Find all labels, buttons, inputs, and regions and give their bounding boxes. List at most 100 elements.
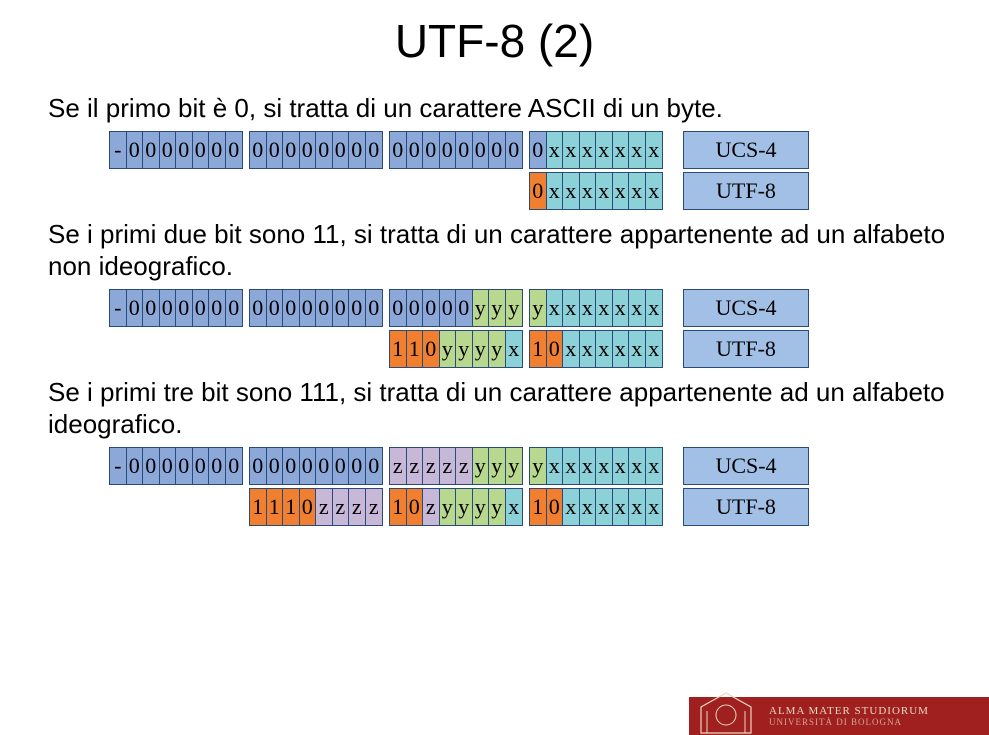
bit-cell: x xyxy=(646,132,663,168)
bit-cell: x xyxy=(613,290,630,326)
byte-row: 0xxxxxxxUTF-8 xyxy=(0,172,989,210)
bit-cell: x xyxy=(596,132,613,168)
byte-group: -0000000 xyxy=(109,289,243,327)
bit-cell: 0 xyxy=(547,331,564,367)
bit-cell: x xyxy=(613,331,630,367)
bit-cell: 0 xyxy=(333,132,350,168)
bit-cell: x xyxy=(563,132,580,168)
bit-cell: x xyxy=(580,290,597,326)
byte-row: -000000000000000zzzzzyyyyxxxxxxxUCS-4 xyxy=(0,447,989,485)
encoding-label: UCS-4 xyxy=(683,289,809,327)
bit-cell: 0 xyxy=(176,132,193,168)
bit-cell: x xyxy=(580,173,597,209)
bit-cell: x xyxy=(596,489,613,525)
bit-cell: x xyxy=(563,331,580,367)
bit-cell: 0 xyxy=(316,132,333,168)
bit-cell: 0 xyxy=(366,132,383,168)
encoding-label: UCS-4 xyxy=(683,447,809,485)
bit-cell: 0 xyxy=(300,489,317,525)
bit-cell: y xyxy=(456,331,473,367)
bit-cell: y xyxy=(489,489,506,525)
section-text: Se il primo bit è 0, si tratta di un car… xyxy=(48,92,989,125)
bit-cell: y xyxy=(473,331,490,367)
bit-cell: x xyxy=(629,132,646,168)
bit-cell: 0 xyxy=(267,448,284,484)
bit-cell: z xyxy=(423,489,440,525)
bit-cell: 0 xyxy=(423,132,440,168)
bit-cell: 0 xyxy=(333,448,350,484)
bit-cell: 0 xyxy=(456,290,473,326)
bit-cell: 0 xyxy=(143,132,160,168)
bit-cell: x xyxy=(506,489,523,525)
bit-cell: y xyxy=(489,331,506,367)
bit-cell: x xyxy=(563,448,580,484)
byte-group: 0xxxxxxx xyxy=(529,172,663,210)
university-seal-icon xyxy=(697,689,755,735)
bit-cell: x xyxy=(646,489,663,525)
bit-cell: 0 xyxy=(143,290,160,326)
bit-cell: 0 xyxy=(160,290,177,326)
bit-cell: x xyxy=(629,448,646,484)
bit-cell: x xyxy=(613,448,630,484)
encoding-label: UTF-8 xyxy=(683,330,809,368)
bit-cell: 0 xyxy=(127,290,144,326)
bit-cell: y xyxy=(473,448,490,484)
bit-cell: 0 xyxy=(283,290,300,326)
bit-cell: 0 xyxy=(250,448,267,484)
bit-cell: 0 xyxy=(473,132,490,168)
bit-cell: y xyxy=(440,331,457,367)
bit-cell: 0 xyxy=(176,290,193,326)
byte-group: -0000000 xyxy=(109,131,243,169)
bit-cell: 1 xyxy=(390,489,407,525)
bit-cell: - xyxy=(110,290,127,326)
bit-cell: 0 xyxy=(209,290,226,326)
bit-cell: 0 xyxy=(209,448,226,484)
bit-cell: x xyxy=(596,448,613,484)
bit-cell: 0 xyxy=(316,290,333,326)
encoding-label: UCS-4 xyxy=(683,131,809,169)
footer-text: ALMA MATER STUDIORUM UNIVERSITÀ DI BOLOG… xyxy=(769,705,929,727)
byte-row: 110yyyyx10xxxxxxUTF-8 xyxy=(0,330,989,368)
bit-cell: x xyxy=(596,331,613,367)
bit-cell: 0 xyxy=(300,132,317,168)
byte-group: 00000000 xyxy=(249,447,383,485)
bit-cell: 0 xyxy=(390,290,407,326)
bit-cell: z xyxy=(349,489,366,525)
bit-cell: x xyxy=(547,290,564,326)
slide-title: UTF-8 (2) xyxy=(0,14,989,68)
bit-cell: 1 xyxy=(250,489,267,525)
bit-cell: 0 xyxy=(226,290,243,326)
bit-cell: 0 xyxy=(226,132,243,168)
bit-cell: 0 xyxy=(193,132,210,168)
bit-cell: x xyxy=(580,489,597,525)
bit-cell: x xyxy=(563,290,580,326)
bit-cell: z xyxy=(366,489,383,525)
footer-line2: UNIVERSITÀ DI BOLOGNA xyxy=(769,717,929,727)
bit-cell: z xyxy=(440,448,457,484)
bit-cell: x xyxy=(547,173,564,209)
bit-cell: 0 xyxy=(456,132,473,168)
bit-cell: x xyxy=(646,448,663,484)
bit-cell: x xyxy=(629,331,646,367)
bit-cell: 0 xyxy=(127,448,144,484)
bit-cell: 0 xyxy=(143,448,160,484)
bit-cell: 0 xyxy=(423,331,440,367)
bit-cell: 0 xyxy=(127,132,144,168)
bit-cell: 0 xyxy=(407,489,424,525)
bit-cell: x xyxy=(547,448,564,484)
bit-cell: 0 xyxy=(366,448,383,484)
byte-group: 00000yyy xyxy=(389,289,523,327)
bit-cell: z xyxy=(407,448,424,484)
slide-content: Se il primo bit è 0, si tratta di un car… xyxy=(0,92,989,526)
bit-cell: x xyxy=(613,132,630,168)
bit-cell: 0 xyxy=(316,448,333,484)
bit-cell: 0 xyxy=(547,489,564,525)
bit-cell: 1 xyxy=(283,489,300,525)
bit-cell: 0 xyxy=(440,132,457,168)
bit-cell: 0 xyxy=(283,448,300,484)
bit-cell: 0 xyxy=(506,132,523,168)
bit-cell: y xyxy=(489,448,506,484)
bit-cell: y xyxy=(506,290,523,326)
bit-cell: x xyxy=(563,489,580,525)
bit-cell: x xyxy=(646,290,663,326)
